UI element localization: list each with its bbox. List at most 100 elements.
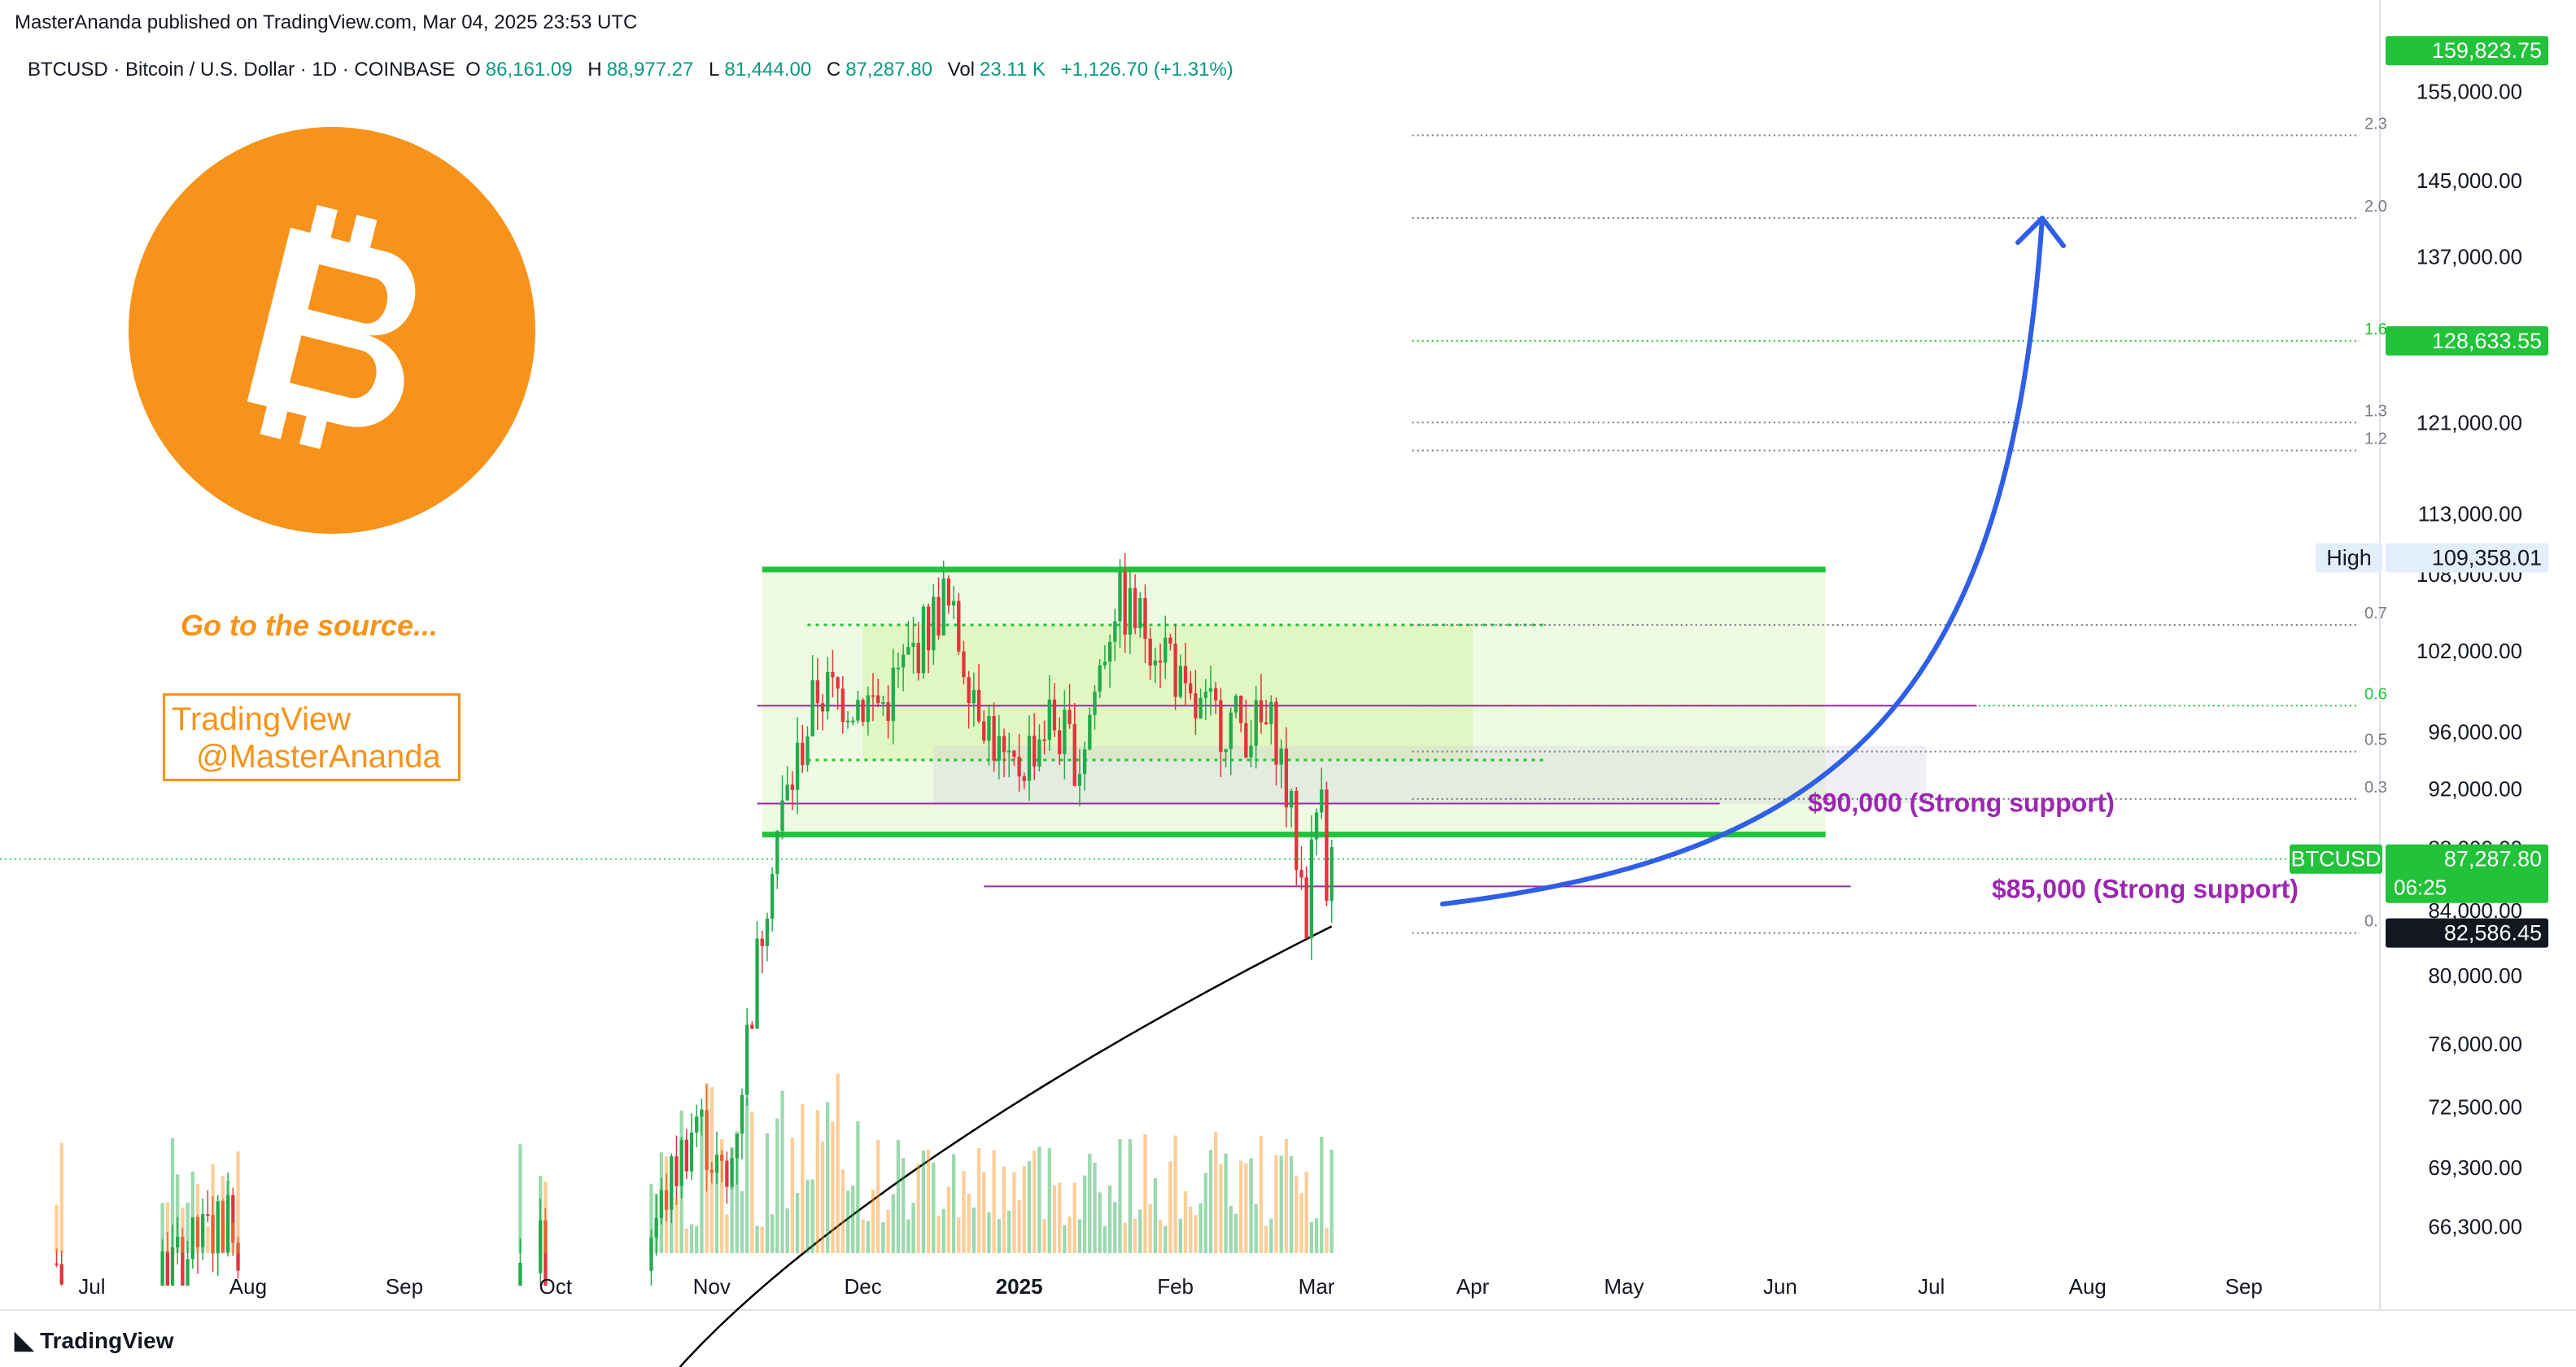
- volume-bar: [1002, 1166, 1006, 1253]
- volume-bar: [518, 1144, 522, 1253]
- candle-body: [1107, 641, 1112, 662]
- candle-body: [1128, 587, 1133, 635]
- candle-body: [891, 667, 895, 721]
- volume-bar: [1037, 1146, 1041, 1253]
- volume-bar: [654, 1194, 658, 1253]
- volume-bar: [176, 1174, 180, 1253]
- volume-bar: [1325, 1228, 1329, 1253]
- candle-body: [211, 1215, 215, 1254]
- price-tag-box: [2386, 543, 2548, 573]
- volume-bar: [1068, 1216, 1072, 1253]
- volume-bar: [982, 1172, 986, 1253]
- volume-bar: [231, 1222, 235, 1253]
- tradingview-logo[interactable]: ◣ TradingView: [15, 1326, 174, 1355]
- projection-arrow: [1439, 216, 2045, 906]
- volume-bar: [810, 1179, 814, 1253]
- volume-bar: [735, 1131, 739, 1253]
- volume-bar: [1189, 1206, 1193, 1253]
- volume-bar: [539, 1176, 543, 1253]
- candle-body: [901, 654, 906, 668]
- candle-body: [921, 606, 926, 674]
- volume-bar: [1118, 1139, 1122, 1253]
- candle-body: [755, 938, 759, 1029]
- candle-body: [795, 742, 800, 790]
- volume-bar: [765, 1133, 770, 1253]
- volume-bar: [957, 1216, 961, 1253]
- candle-body: [231, 1194, 235, 1243]
- price-tag-label: High: [2326, 545, 2372, 570]
- candle-body: [1017, 756, 1021, 777]
- volume-bar: [216, 1212, 220, 1253]
- volume-bar: [941, 1208, 945, 1253]
- candle-body: [1314, 812, 1319, 840]
- candle-body: [750, 1024, 754, 1029]
- y-tick-label-16: 155,000.00: [2417, 80, 2522, 104]
- volume-bar: [1164, 1225, 1168, 1253]
- volume-bar: [866, 1221, 870, 1253]
- volume-bar: [1194, 1215, 1198, 1253]
- candle-body: [195, 1217, 200, 1247]
- volume-bar: [211, 1164, 215, 1253]
- author-box-line1: TradingView: [172, 701, 351, 737]
- volume-bar: [206, 1226, 210, 1253]
- volume-bar: [1168, 1161, 1172, 1253]
- candle-body: [765, 919, 770, 946]
- volume-bar: [1082, 1175, 1087, 1253]
- candle-body: [1208, 688, 1213, 692]
- range-zone-inner: [862, 624, 1474, 761]
- volume-bar: [906, 1219, 910, 1253]
- candle-body: [946, 578, 951, 606]
- candle-body: [1279, 748, 1283, 765]
- volume-bar: [992, 1150, 996, 1253]
- price-tag-4: 82,586.45: [2386, 918, 2548, 948]
- volume-bar: [1027, 1161, 1032, 1253]
- candle-body: [976, 689, 981, 722]
- price-tag-3: 87,287.80 06:25 BTCUSD: [2290, 844, 2548, 903]
- candle-body: [836, 677, 840, 689]
- volume-bar: [730, 1147, 734, 1253]
- candle-body: [1027, 736, 1032, 781]
- x-tick-label-3: Oct: [539, 1274, 573, 1299]
- candle-body: [225, 1194, 230, 1253]
- annotation-90k: $90,000 (Strong support): [1808, 788, 2115, 817]
- candle-body: [689, 1132, 694, 1172]
- volume-bar: [840, 1169, 845, 1253]
- candle-body: [815, 680, 820, 704]
- candle-body: [1295, 790, 1299, 871]
- volume-bar: [1088, 1153, 1092, 1253]
- candle-body: [831, 671, 835, 678]
- volume-bar: [1274, 1155, 1278, 1253]
- fib-label-7: 1.6: [2364, 321, 2387, 338]
- volume-bar: [709, 1087, 714, 1253]
- volume-bar: [790, 1138, 795, 1253]
- candle-body: [1284, 748, 1289, 808]
- volume-bar: [1314, 1218, 1319, 1253]
- volume-bar: [1047, 1148, 1051, 1253]
- volume-bar: [714, 1168, 719, 1253]
- candle-body: [1299, 870, 1303, 878]
- volume-bar: [1229, 1205, 1233, 1253]
- candle-body: [1012, 750, 1016, 757]
- candle-body: [1249, 745, 1253, 758]
- candle-body: [186, 1259, 190, 1286]
- candle-body: [896, 667, 901, 670]
- candle-body: [987, 716, 991, 741]
- volume-bar: [932, 1162, 936, 1253]
- y-tick-label-3: 76,000.00: [2428, 1032, 2522, 1056]
- candle-body: [866, 695, 870, 723]
- volume-bar: [1299, 1193, 1303, 1253]
- volume-bar: [891, 1194, 895, 1253]
- candle-body: [1158, 660, 1163, 663]
- candle-body: [1214, 688, 1218, 701]
- volume-bar: [675, 1197, 679, 1253]
- candle-body: [1143, 598, 1147, 640]
- candle-body: [709, 1169, 714, 1173]
- fib-label-4: 0.7: [2364, 605, 2387, 622]
- candle-body: [160, 1251, 164, 1286]
- candle-body: [1274, 701, 1278, 765]
- price-tag-value: 128,633.55: [2432, 329, 2542, 353]
- high-value: 88,977.27: [606, 59, 694, 81]
- symbol-info[interactable]: BTCUSD · Bitcoin / U.S. Dollar · 1D · CO…: [28, 59, 456, 81]
- volume-bar: [1143, 1134, 1147, 1253]
